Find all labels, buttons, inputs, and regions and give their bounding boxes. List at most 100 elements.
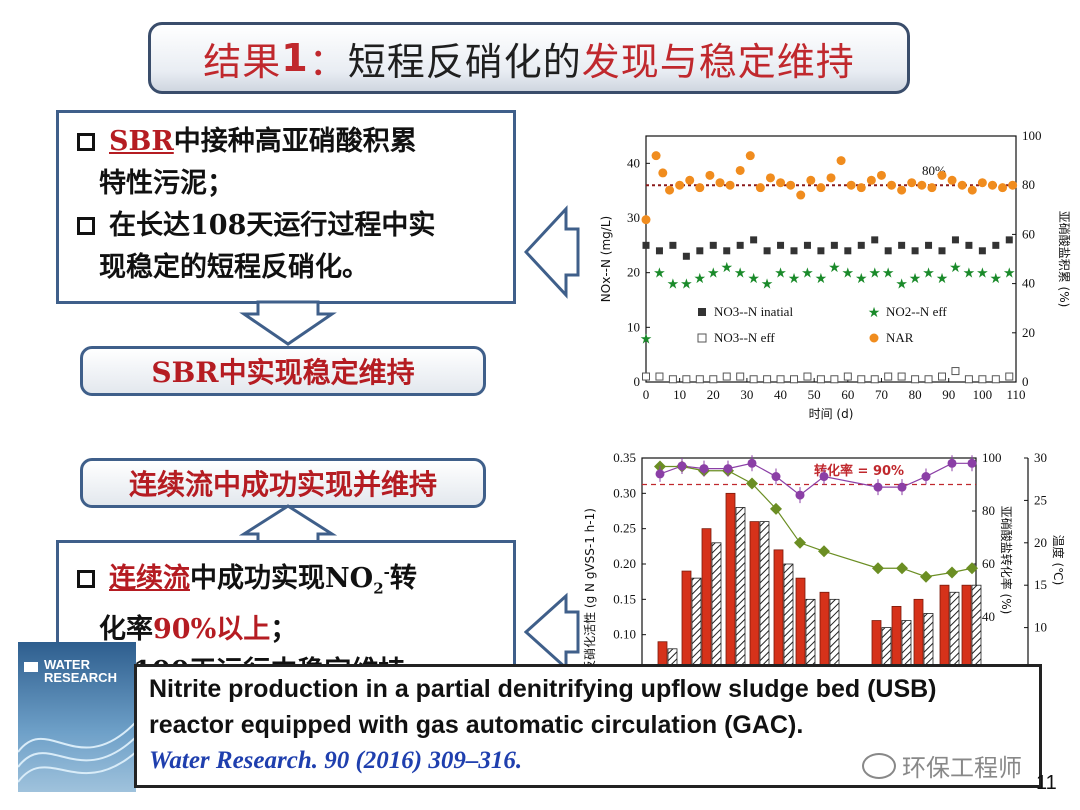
legend-label: NO3--N inatial	[714, 304, 793, 319]
data-point-nar	[957, 180, 967, 190]
reference-citation-box: Nitrite production in a partial denitrif…	[134, 664, 1042, 788]
activity-bar-red	[795, 577, 806, 670]
y2-tick-label: 0	[1022, 374, 1029, 389]
data-point-nar	[651, 151, 661, 161]
data-point-no3-initial	[655, 247, 663, 255]
data-point-no3-initial	[844, 247, 852, 255]
data-point-no3-initial	[992, 241, 1000, 249]
cover-title: WATER RESEARCH	[44, 657, 117, 685]
title-colon: ：	[308, 39, 348, 84]
data-point-no3-initial	[978, 247, 986, 255]
data-point-no2-eff: ★	[640, 331, 653, 347]
activity-bar-red	[961, 584, 972, 670]
temperature-point	[794, 536, 806, 549]
bullet-1: SBR中接种高亚硝酸积累	[77, 121, 513, 163]
data-point-no3-eff	[924, 375, 933, 384]
y-tick-label: 10	[627, 319, 640, 334]
data-point-no3-initial	[817, 247, 825, 255]
data-point-nar	[735, 165, 745, 175]
data-point-nar	[665, 185, 675, 195]
data-point-no3-eff	[736, 372, 745, 381]
data-point-nar	[1008, 180, 1018, 190]
legend-marker	[869, 333, 879, 343]
y3-tick-label: 15	[1034, 577, 1047, 592]
activity-bar-hatched	[805, 598, 816, 670]
data-point-nar	[685, 175, 695, 185]
activity-bar-hatched	[711, 542, 722, 670]
plot-frame	[645, 135, 1017, 383]
data-point-no2-eff: ★	[990, 271, 1003, 287]
data-point-no2-eff: ★	[842, 266, 855, 282]
continuous-flow-activity-chart: 0.100.150.200.250.300.352040608010051015…	[583, 450, 1066, 670]
data-point-no2-eff: ★	[855, 271, 868, 287]
data-point-no2-eff: ★	[895, 277, 908, 293]
data-point-no2-eff: ★	[909, 271, 922, 287]
data-point-no2-eff: ★	[720, 260, 733, 276]
y3-axis-label: 温度 (℃)	[1051, 535, 1066, 586]
data-point-nar	[927, 183, 937, 193]
data-point-no3-initial	[1005, 236, 1013, 244]
left-arrow-icon	[524, 205, 580, 299]
conversion-point	[795, 490, 805, 500]
activity-bar-red	[891, 605, 902, 670]
data-point-no3-eff	[655, 372, 664, 381]
data-point-no2-eff: ★	[815, 271, 828, 287]
data-point-no2-eff: ★	[963, 266, 976, 282]
x-tick-label: 50	[808, 387, 821, 402]
data-point-nar	[856, 183, 866, 193]
activity-bar-red	[749, 521, 760, 670]
data-point-no3-initial	[925, 241, 933, 249]
data-point-no3-eff	[870, 375, 879, 384]
data-point-no3-initial	[709, 241, 717, 249]
data-point-no3-eff	[668, 375, 677, 384]
conversion-point	[699, 464, 709, 474]
conversion-point	[967, 458, 977, 468]
activity-bar-hatched	[949, 591, 960, 670]
y3-tick-label: 20	[1034, 535, 1047, 550]
watermark: 环保工程师	[862, 748, 1022, 783]
activity-bar-hatched	[971, 584, 982, 670]
activity-bar-hatched	[829, 598, 840, 670]
left-arrow-icon	[524, 592, 580, 672]
bullet-1-cont: 特性污泥；	[99, 168, 234, 199]
data-point-no3-eff	[709, 375, 718, 384]
legend-marker	[698, 308, 706, 316]
sbr-findings-box: SBR中接种高亚硝酸积累 特性污泥； 在长达108天运行过程中实 现稳定的短程反…	[56, 110, 516, 304]
data-point-no3-eff	[884, 372, 893, 381]
data-point-no2-eff: ★	[694, 271, 707, 287]
data-point-no3-eff	[803, 372, 812, 381]
data-point-no3-eff	[722, 372, 731, 381]
data-point-nar	[907, 178, 917, 188]
data-point-no3-initial	[884, 247, 892, 255]
y-tick-label: 20	[627, 265, 640, 280]
data-point-no2-eff: ★	[936, 271, 949, 287]
data-point-no3-eff	[830, 375, 839, 384]
activity-bar-hatched	[735, 507, 746, 670]
data-point-nar	[998, 183, 1008, 193]
y-tick-label: 0.35	[613, 450, 636, 465]
reference-annotation: 转化率 = 90%	[814, 463, 904, 479]
conversion-point	[655, 469, 665, 479]
activity-bar-red	[681, 570, 692, 670]
data-point-no3-initial	[777, 241, 785, 249]
activity-bar-red	[725, 492, 736, 670]
conversion-point	[947, 458, 957, 468]
data-point-no3-initial	[723, 247, 731, 255]
y-tick-label: 30	[627, 210, 640, 225]
data-point-no3-initial	[763, 247, 771, 255]
data-point-no3-eff	[749, 375, 758, 384]
x-tick-label: 90	[942, 387, 955, 402]
data-point-nar	[658, 168, 668, 178]
reference-title-line2: reactor equipped with gas automatic circ…	[149, 711, 804, 739]
y2-tick-label: 40	[1022, 276, 1035, 291]
data-point-nar	[715, 178, 725, 188]
data-point-nar	[866, 175, 876, 185]
data-point-no3-eff	[843, 372, 852, 381]
y3-tick-label: 10	[1034, 620, 1047, 635]
x-tick-label: 20	[707, 387, 720, 402]
y-tick-label: 0.15	[613, 591, 636, 606]
data-point-nar	[675, 180, 685, 190]
sbr-nitrite-chart: 0 10 20 30 40 50 60 70 80 90 100 110010203040020406…	[599, 128, 1072, 421]
bullet-3-cont: 化率90%以上；	[99, 614, 298, 646]
data-point-nar	[725, 180, 735, 190]
